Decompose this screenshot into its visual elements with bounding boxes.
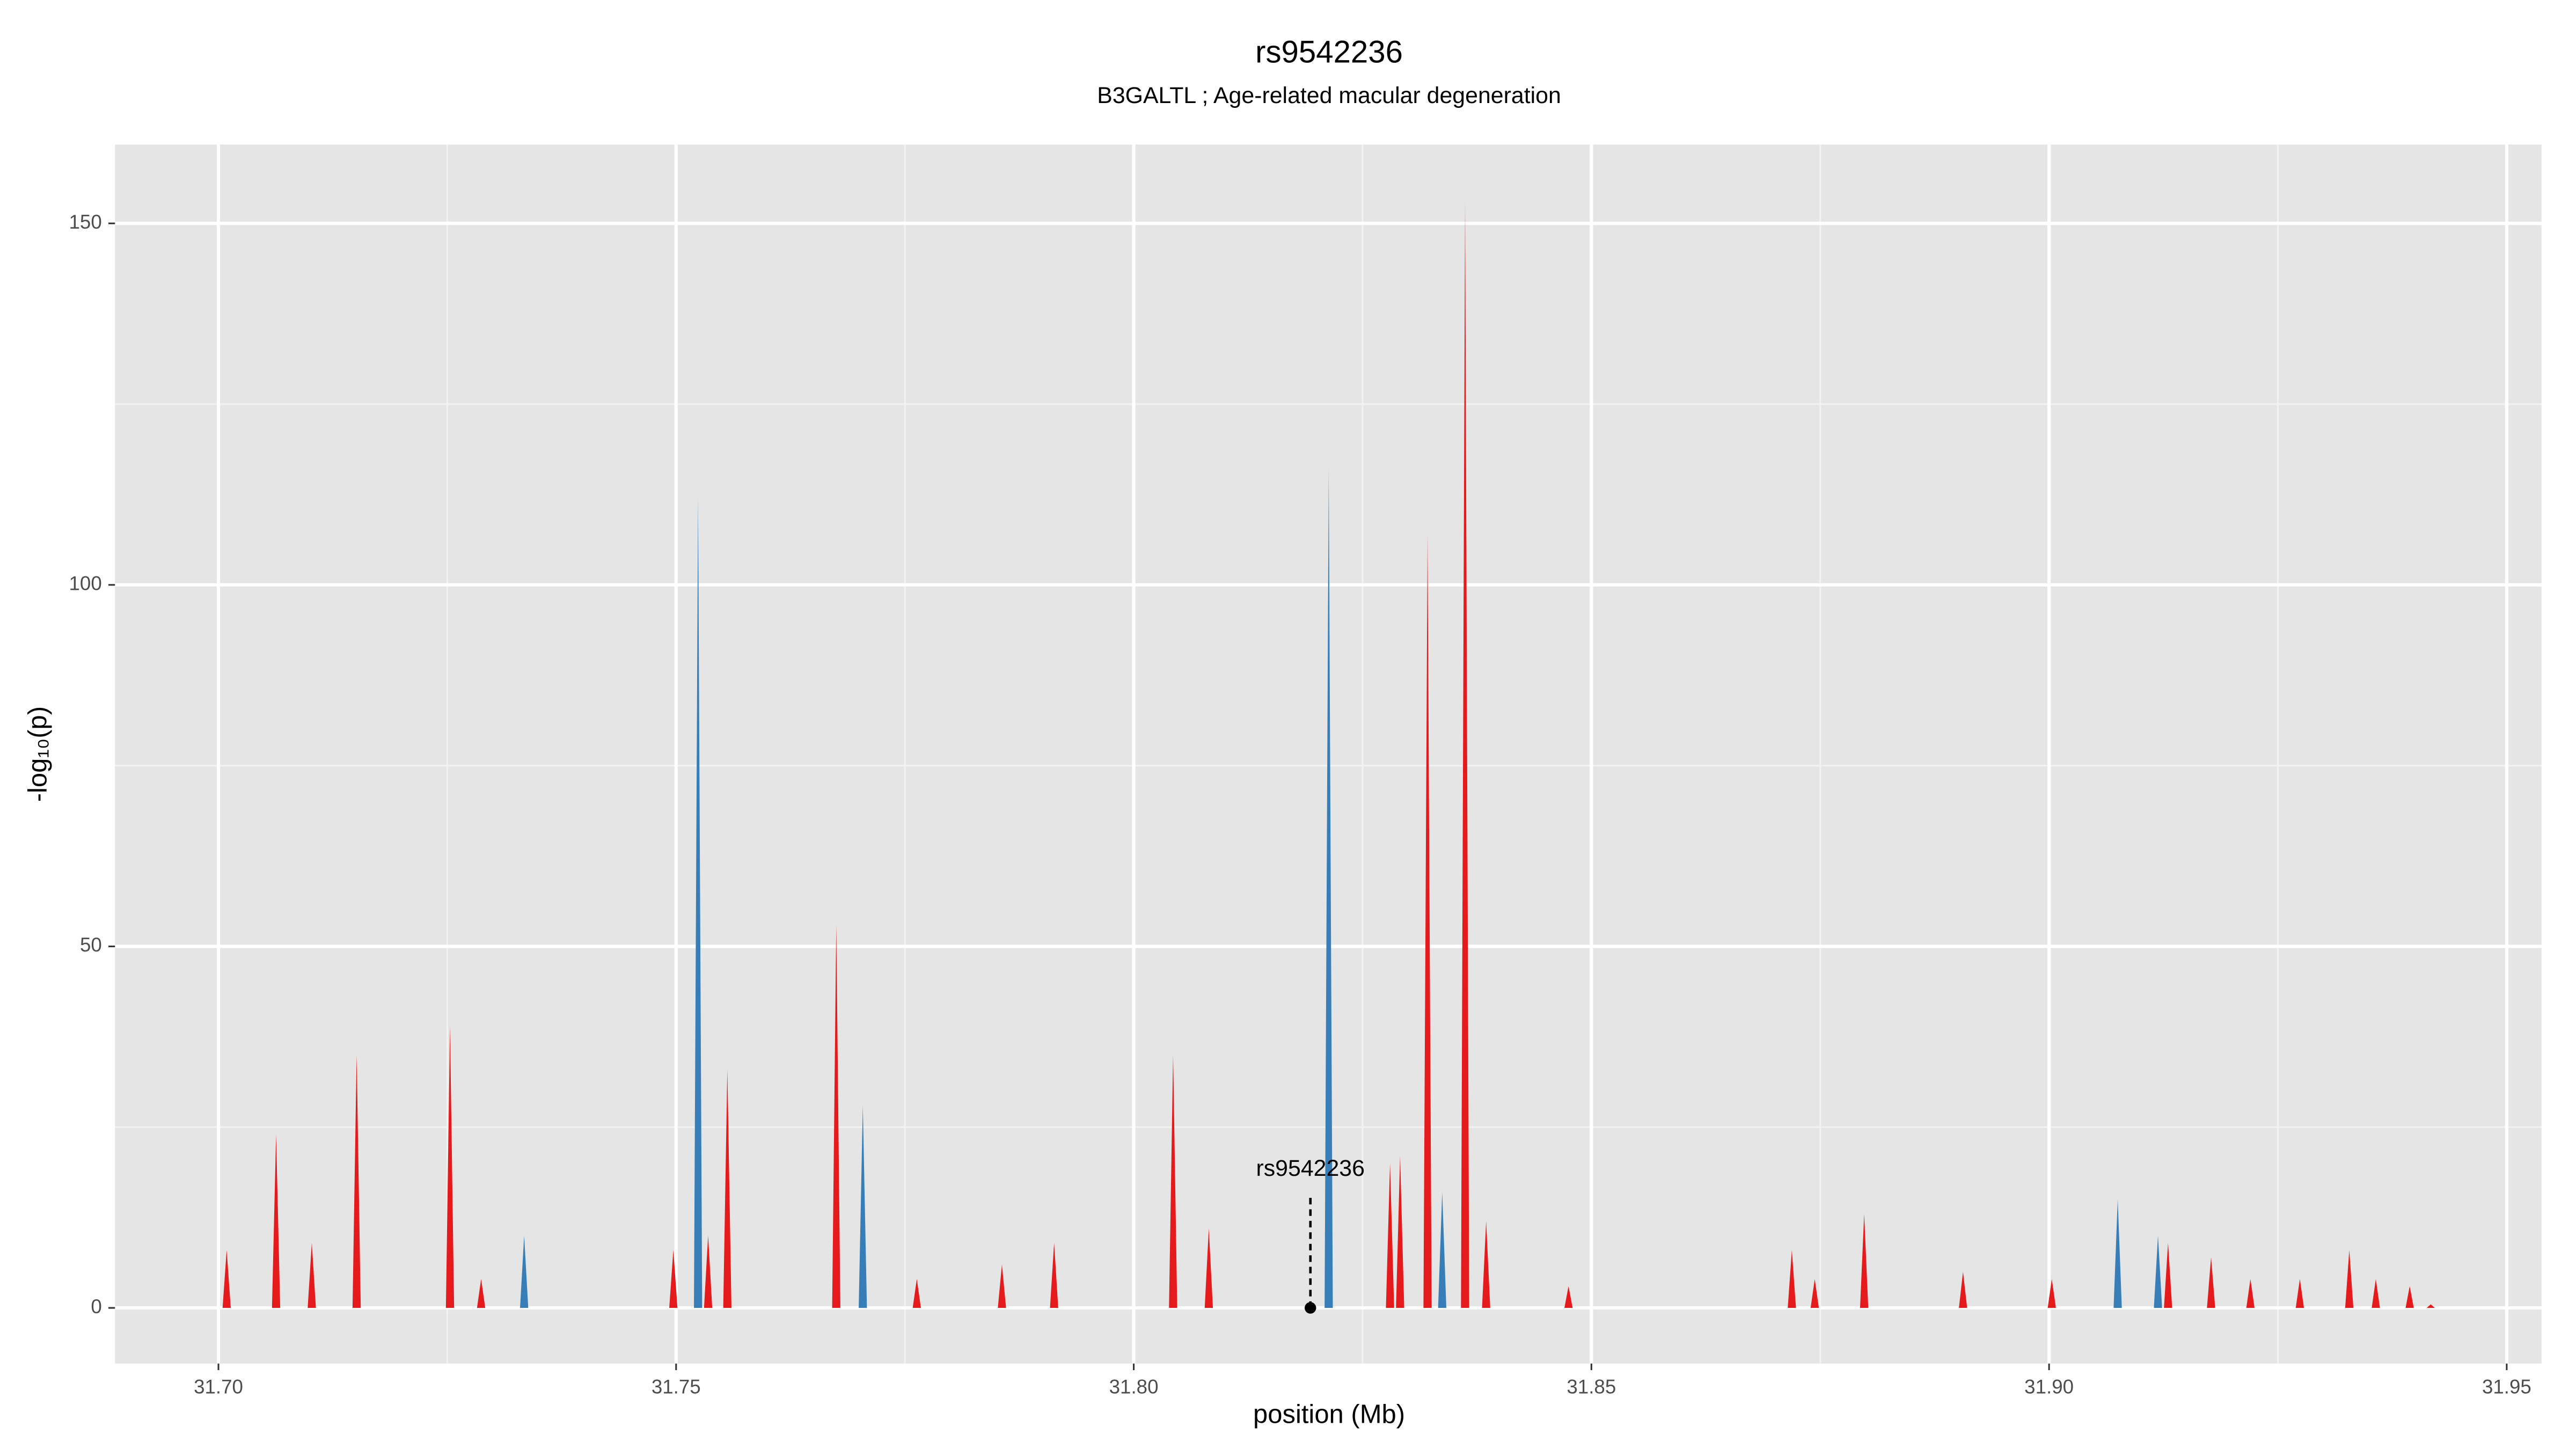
peak bbox=[1482, 1221, 1490, 1308]
y-axis-label: -log₁₀(p) bbox=[23, 706, 52, 802]
peak bbox=[520, 1235, 529, 1308]
peak bbox=[704, 1235, 713, 1308]
annotation-label: rs9542236 bbox=[1256, 1155, 1364, 1181]
x-tick-label: 31.90 bbox=[2024, 1375, 2074, 1397]
peak bbox=[669, 1250, 678, 1308]
peak bbox=[998, 1264, 1006, 1308]
peak bbox=[445, 1026, 455, 1308]
peak bbox=[1396, 1156, 1404, 1308]
annotation-point bbox=[1305, 1302, 1316, 1314]
peak bbox=[1438, 1192, 1446, 1308]
x-tick-label: 31.80 bbox=[1109, 1375, 1159, 1397]
peak bbox=[1423, 534, 1432, 1308]
chart-title: rs9542236 bbox=[1255, 34, 1403, 69]
y-tick-label: 100 bbox=[69, 573, 102, 595]
peak bbox=[2207, 1257, 2215, 1308]
peak bbox=[2405, 1286, 2414, 1308]
peak bbox=[352, 1055, 361, 1308]
x-tick-label: 31.85 bbox=[1567, 1375, 1616, 1397]
chart-subtitle: B3GALTL ; Age-related macular degenerati… bbox=[1097, 83, 1561, 108]
peak bbox=[2047, 1279, 2056, 1308]
peak bbox=[1810, 1279, 1819, 1308]
x-axis-label: position (Mb) bbox=[1253, 1400, 1405, 1429]
x-tick-label: 31.75 bbox=[652, 1375, 701, 1397]
y-tick-label: 0 bbox=[91, 1296, 101, 1318]
peak bbox=[1461, 201, 1469, 1308]
peak bbox=[1050, 1242, 1058, 1308]
y-tick-label: 50 bbox=[80, 934, 102, 956]
peak bbox=[2345, 1250, 2354, 1308]
peak bbox=[1204, 1228, 1213, 1308]
peak bbox=[477, 1279, 486, 1308]
peak bbox=[1169, 1055, 1177, 1308]
peak bbox=[1860, 1213, 1869, 1308]
peak bbox=[2295, 1279, 2304, 1308]
peak bbox=[222, 1250, 231, 1308]
peak bbox=[308, 1242, 316, 1308]
y-tick-label: 150 bbox=[69, 211, 102, 233]
peak bbox=[2113, 1199, 2122, 1308]
peak bbox=[1324, 469, 1333, 1308]
peak bbox=[723, 1069, 731, 1308]
peak bbox=[272, 1134, 281, 1308]
peak bbox=[912, 1279, 921, 1308]
peak bbox=[1564, 1286, 1573, 1308]
peak bbox=[2164, 1242, 2172, 1308]
peak bbox=[832, 925, 840, 1308]
x-tick-label: 31.95 bbox=[2482, 1375, 2531, 1397]
peak bbox=[2372, 1279, 2380, 1308]
peak bbox=[2246, 1279, 2255, 1308]
peak bbox=[859, 1105, 867, 1308]
x-tick-label: 31.70 bbox=[194, 1375, 243, 1397]
peak bbox=[694, 498, 702, 1308]
peak bbox=[2426, 1304, 2435, 1308]
peak bbox=[1959, 1271, 1967, 1308]
peak bbox=[1386, 1163, 1394, 1308]
peak bbox=[2154, 1235, 2162, 1308]
peak bbox=[1788, 1250, 1796, 1308]
